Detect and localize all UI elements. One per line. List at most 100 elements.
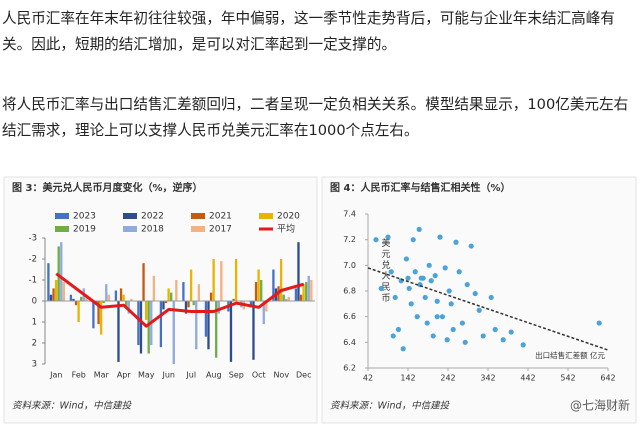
scatter-point — [410, 237, 416, 243]
scatter-point — [476, 307, 482, 313]
scatter-point — [520, 342, 526, 348]
legend-swatch — [191, 226, 205, 232]
bar — [144, 301, 148, 320]
bar — [229, 301, 233, 362]
bar — [232, 298, 235, 301]
chart-title: 图 3：美元兑人民币月度变化（%，逆序） — [12, 181, 202, 194]
scatter-point — [373, 237, 379, 243]
scatter-point — [450, 326, 456, 333]
bar — [260, 280, 263, 301]
y-axis-label: 美元兑人民币 — [380, 237, 391, 304]
scatter-point — [453, 239, 459, 245]
bar — [265, 301, 268, 312]
bar — [152, 275, 155, 301]
bar — [272, 269, 275, 301]
x-tick-label: May — [138, 371, 155, 380]
average-line — [55, 272, 305, 328]
x-tick-label: 242 — [440, 374, 455, 383]
legend-label: 2018 — [141, 225, 164, 235]
scatter-point — [500, 337, 506, 343]
chart-title: 图 4：人民币汇率与结售汇相关性（%） — [330, 181, 510, 194]
scatter-point — [412, 269, 418, 275]
x-tick-label: Mar — [94, 371, 110, 380]
x-tick-label: 142 — [400, 374, 415, 383]
bar — [80, 296, 83, 301]
paragraph: 人民币汇率在年末年初往往较强，年中偏弱，这一季节性走势背后，可能与企业年末结汇高… — [2, 10, 615, 53]
bar — [62, 282, 65, 301]
x-tick-label: Aug — [206, 371, 222, 380]
x-tick-label: 642 — [600, 374, 615, 383]
bar — [262, 301, 265, 325]
bar — [254, 282, 258, 301]
scatter-point — [424, 320, 430, 326]
bar — [184, 301, 188, 314]
bar — [49, 294, 53, 301]
scatter-point — [492, 326, 498, 333]
bar — [125, 301, 128, 308]
bar — [209, 292, 213, 301]
scatter-point — [422, 294, 428, 301]
bar — [130, 298, 133, 301]
legend-swatch — [191, 213, 205, 219]
trend-line — [367, 267, 609, 351]
scatter-point — [405, 275, 411, 281]
source: 资料来源：Wind，中信建投 — [12, 401, 133, 412]
legend-swatch — [123, 213, 137, 219]
source: 资料来源：Wind，中信建投 — [330, 401, 451, 412]
bar — [122, 294, 125, 301]
scatter-point — [403, 256, 409, 262]
bar — [299, 294, 303, 301]
bar — [164, 301, 168, 304]
scatter-point — [385, 234, 391, 240]
y-tick-label: -2 — [29, 255, 37, 265]
bar — [119, 288, 123, 301]
bar — [282, 294, 285, 301]
y-tick-label: 7.0 — [343, 261, 356, 270]
bar — [285, 298, 288, 301]
scatter-point — [444, 337, 450, 343]
x-tick-label: Dec — [296, 371, 311, 380]
scatter-point — [390, 333, 396, 339]
bar — [294, 288, 298, 301]
scatter-point — [459, 320, 465, 326]
legend-swatch — [123, 226, 137, 232]
bar — [107, 294, 110, 301]
scatter-point — [418, 275, 424, 281]
legend-label: 平均 — [277, 223, 295, 235]
bar — [117, 301, 120, 362]
scatter-point — [416, 226, 422, 232]
bar — [307, 275, 310, 301]
scatter-point — [456, 269, 462, 275]
y-tick-label: 0 — [32, 297, 37, 307]
legend-swatch — [55, 226, 69, 232]
bar — [54, 280, 58, 301]
bar — [139, 301, 143, 354]
scatter-point — [446, 288, 452, 294]
bar — [172, 301, 175, 364]
bar — [189, 269, 193, 301]
bar — [114, 290, 118, 301]
x-tick-label: 542 — [560, 374, 575, 383]
scatter-point — [432, 273, 438, 279]
legend-label: 2019 — [73, 225, 96, 235]
bar — [220, 261, 223, 301]
y-tick-label: 7.4 — [343, 210, 356, 219]
legend-label: 2017 — [209, 225, 232, 235]
x-tick-label: Nov — [273, 371, 289, 380]
scatter-point — [428, 278, 434, 284]
scatter-point — [395, 326, 401, 333]
scatter-point — [434, 298, 440, 304]
bar — [167, 288, 170, 301]
y-tick-label: -3 — [29, 234, 37, 244]
scatter-point — [596, 320, 602, 326]
y-tick-label: 6.2 — [343, 364, 356, 373]
y-tick-label: 2 — [32, 339, 37, 349]
x-tick-label: 442 — [520, 374, 535, 383]
y-tick-label: 7.2 — [343, 235, 356, 244]
bar — [297, 242, 300, 301]
bar — [305, 282, 308, 301]
bar — [217, 301, 220, 314]
scatter-point — [508, 329, 514, 335]
